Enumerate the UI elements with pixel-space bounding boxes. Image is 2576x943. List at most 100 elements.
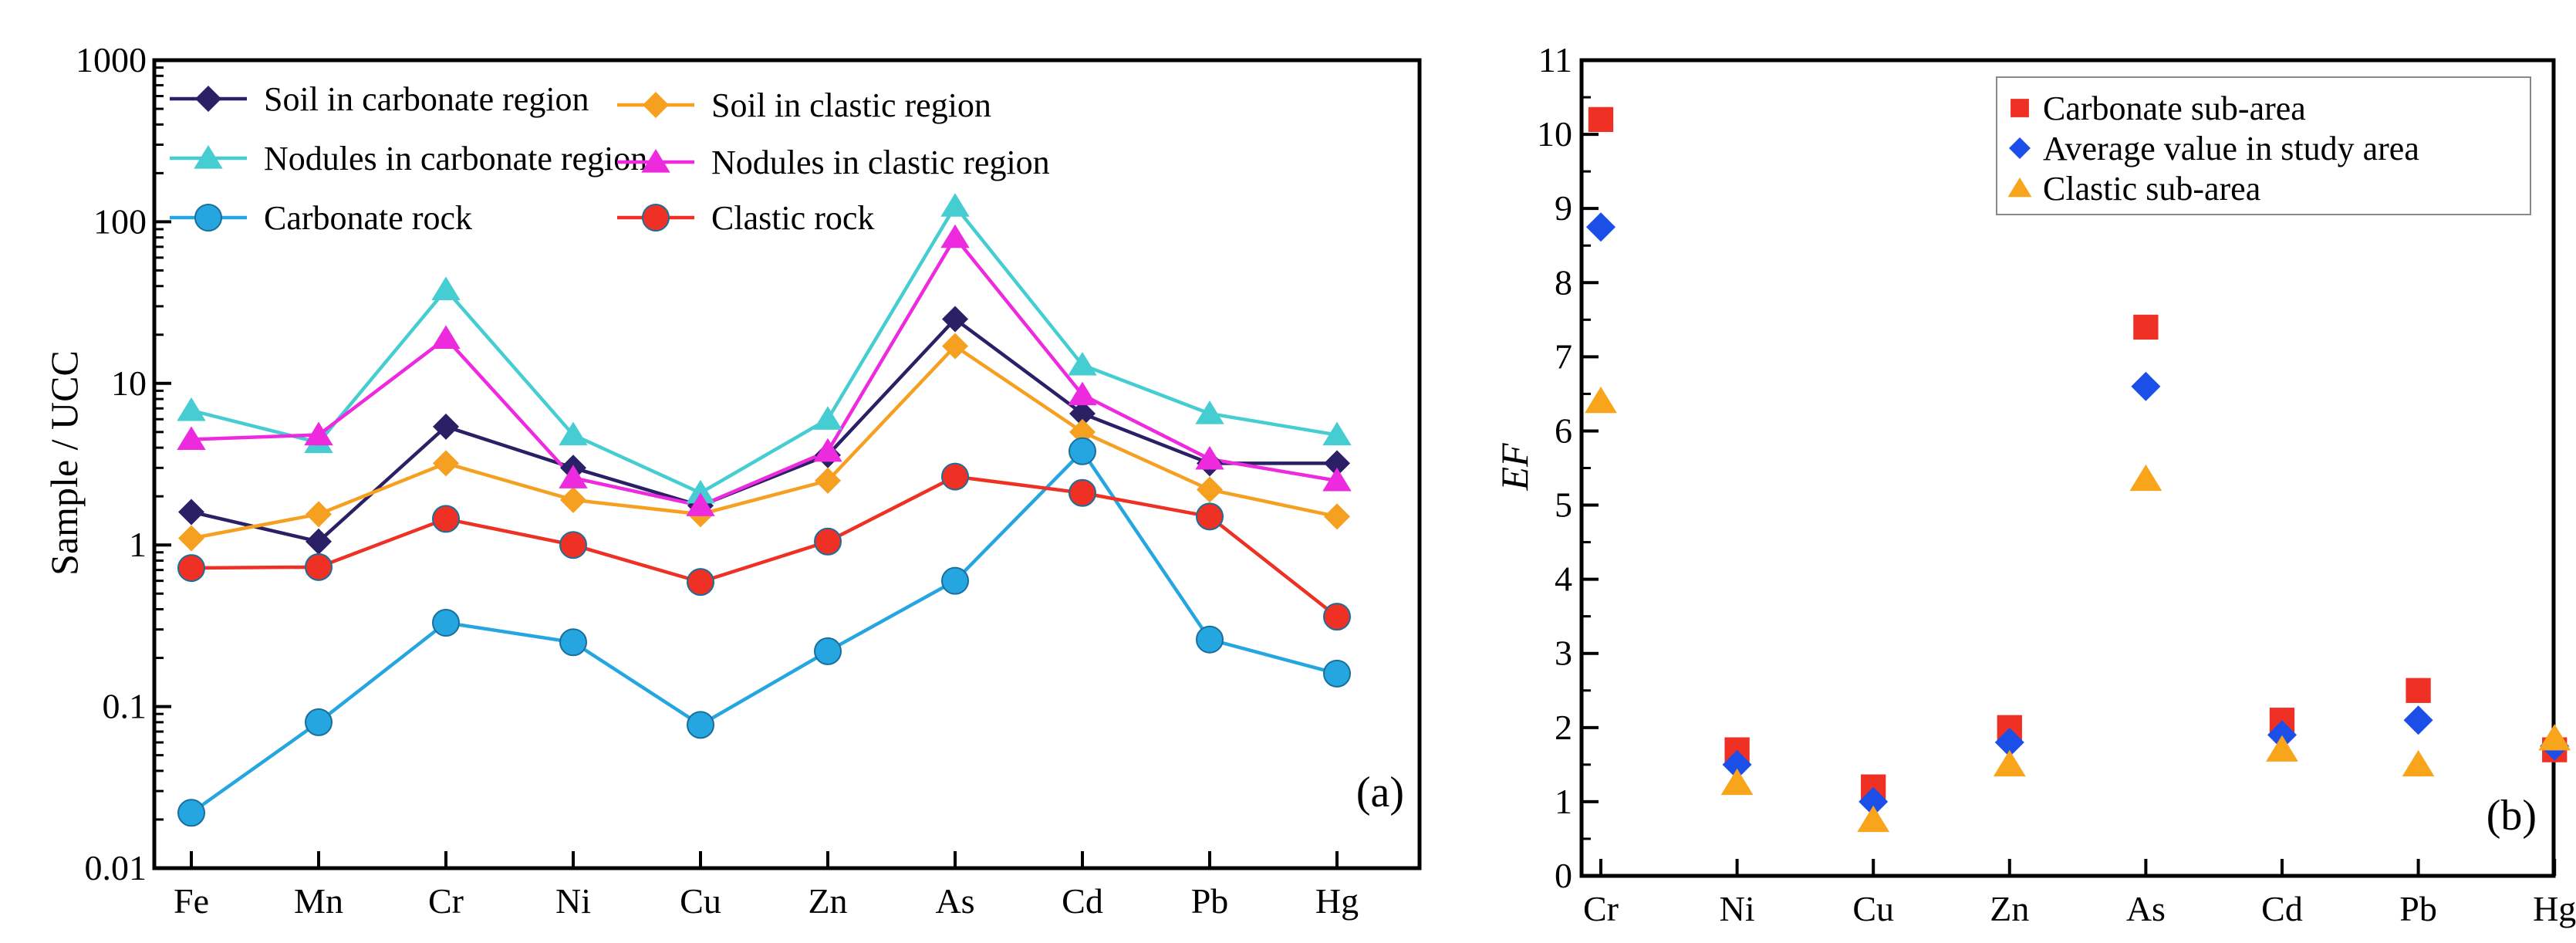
panel-b-y-tick-label: 10 [1537,114,1572,154]
series-point-nodules-in-carbonate-region [1195,400,1224,424]
series-point-nodules-in-carbonate-region [431,276,461,300]
legend-marker-nodules-in-clastic-region [641,149,670,173]
panel-b-ticks: 0 1 2 3 4 5 6 7 8 9 10 11 Cr Ni Cu Zn As Cd Pb Hg [1537,40,2576,928]
series-point-clastic-rock [814,527,842,556]
panel-a-ticks: 0.01 0.1 1 10 100 1000 Fe Mn Cr Ni Cu Zn As Cd Pb Hg [76,40,1359,921]
panel-a-y-tick-label: 10 [111,363,147,403]
ef-point-clastic-sub-area [2266,735,2298,762]
series-point-carbonate-rock [687,711,714,739]
series-point-nodules-in-carbonate-region [559,421,588,446]
panel-a: 0.01 0.1 1 10 100 1000 Fe Mn Cr Ni Cu Zn As Cd Pb Hg So… [42,40,1422,921]
series-point-nodules-in-carbonate-region [813,406,842,430]
series-point-nodules-in-clastic-region [1195,445,1224,470]
series-point-soil-in-clastic-region [1324,503,1350,530]
ef-point-average-value-in-study-area [2267,720,2297,750]
ef-point-clastic-sub-area [1585,387,1617,414]
panel-a-y-axis-title: Sample / UCC [42,350,86,576]
series-point-soil-in-carbonate-region [1069,400,1096,427]
panel-a-y-tick-label: 100 [93,201,147,241]
ef-point-clastic-sub-area [2129,464,2162,492]
legend-marker-clastic-sub-area [2007,177,2032,198]
panel-b-legend-box [1996,76,2531,215]
ef-point-clastic-sub-area [2538,724,2571,751]
series-point-soil-in-clastic-region [433,450,459,477]
series-point-soil-in-clastic-region [560,486,586,513]
panel-a-y-tick-label: 0.01 [85,848,147,887]
panel-a-x-tick-label-zn: Zn [808,881,847,921]
panel-b-x-tick-label-zn: Zn [1990,889,2029,928]
panel-a-x-tick-label-cd: Cd [1062,881,1103,921]
panel-b-y-tick-label: 2 [1555,708,1572,747]
series-point-soil-in-clastic-region [178,525,204,552]
ef-point-carbonate-sub-area [1588,106,1614,133]
panel-b-y-tick-label: 4 [1555,559,1572,599]
legend-marker-soil-in-carbonate-region [195,86,221,112]
panel-a-y-tick-label: 1 [129,525,147,564]
panel-a-x-tick-label-as: As [935,881,974,921]
series-point-soil-in-clastic-region [1069,418,1096,445]
legend-marker-clastic-rock [642,204,670,232]
panel-b-y-tick-label: 11 [1538,40,1572,79]
series-point-nodules-in-clastic-region [177,426,206,451]
ef-point-carbonate-sub-area [2406,678,2431,703]
panel-b-y-tick-label: 1 [1555,782,1572,821]
series-point-nodules-in-clastic-region [304,421,333,446]
series-point-carbonate-rock [814,637,842,665]
ef-point-clastic-sub-area [1993,749,2026,777]
panel-b-x-tick-label-hg: Hg [2533,889,2576,928]
series-point-clastic-rock [1069,478,1096,507]
series-point-carbonate-rock [1323,659,1351,688]
panel-b-y-axis-title: EF [1493,443,1536,492]
series-point-soil-in-carbonate-region [942,306,968,333]
ef-point-average-value-in-study-area [2403,705,2433,735]
panel-a-x-tick-label-ni: Ni [555,881,591,921]
series-point-nodules-in-clastic-region [559,465,588,488]
panel-a-x-tick-label-fe: Fe [174,881,209,921]
series-point-nodules-in-clastic-region [940,224,970,248]
legend-marker-carbonate-sub-area [2010,99,2029,117]
series-line-nodules-in-carbonate-region [191,203,1338,495]
panel-b-y-tick-label: 3 [1555,634,1572,673]
legend-marker-soil-in-clastic-region [643,92,669,118]
series-point-nodules-in-clastic-region [686,492,715,516]
panel-a-x-tick-label-pb: Pb [1191,881,1229,921]
series-point-soil-in-clastic-region [306,501,332,528]
series-line-soil-in-carbonate-region [191,316,1337,544]
legend-label-soil-in-clastic-region: Soil in clastic region [711,86,991,124]
series-point-clastic-rock [1196,502,1224,531]
series-point-carbonate-rock [559,628,587,657]
series-point-clastic-rock [305,553,333,581]
panel-a-x-tick-label-cu: Cu [680,881,721,921]
series-point-soil-in-clastic-region [1197,476,1223,503]
panel-b-y-tick-label: 6 [1555,411,1572,450]
panel-a-x-tick-label-mn: Mn [294,881,343,921]
series-line-clastic-rock [191,475,1339,618]
series-point-nodules-in-clastic-region [431,325,461,350]
ef-point-average-value-in-study-area [1859,786,1889,816]
legend-label-carbonate-rock: Carbonate rock [264,199,472,237]
panel-a-legend: Soil in carbonate region Soil in clastic … [170,80,1050,237]
ef-point-average-value-in-study-area [2131,371,2161,401]
panel-a-y-tick-label: 0.1 [103,687,147,726]
series-point-clastic-rock [687,568,714,597]
ef-point-average-value-in-study-area [1994,728,2024,758]
ef-point-clastic-sub-area [1720,768,1754,796]
panel-b-x-tick-label-cr: Cr [1583,889,1619,928]
series-point-nodules-in-carbonate-region [1068,351,1097,376]
panel-b-y-tick-label: 9 [1555,188,1572,228]
legend-label-clastic-rock: Clastic rock [711,199,874,237]
series-point-carbonate-rock [432,609,460,637]
legend-marker-carbonate-rock [194,204,222,232]
series-point-carbonate-rock [177,799,205,827]
series-point-clastic-rock [559,531,587,559]
series-point-nodules-in-carbonate-region [940,193,970,217]
series-line-carbonate-rock [190,448,1338,815]
series-point-soil-in-carbonate-region [306,528,332,555]
series-point-clastic-rock [432,505,460,533]
panel-b-y-tick-label: 7 [1555,336,1572,376]
legend-label-average-value-in-study-area: Average value in study area [2043,130,2419,167]
legend-marker-nodules-in-carbonate-region [194,145,223,169]
panel-a-frame [152,58,1422,870]
